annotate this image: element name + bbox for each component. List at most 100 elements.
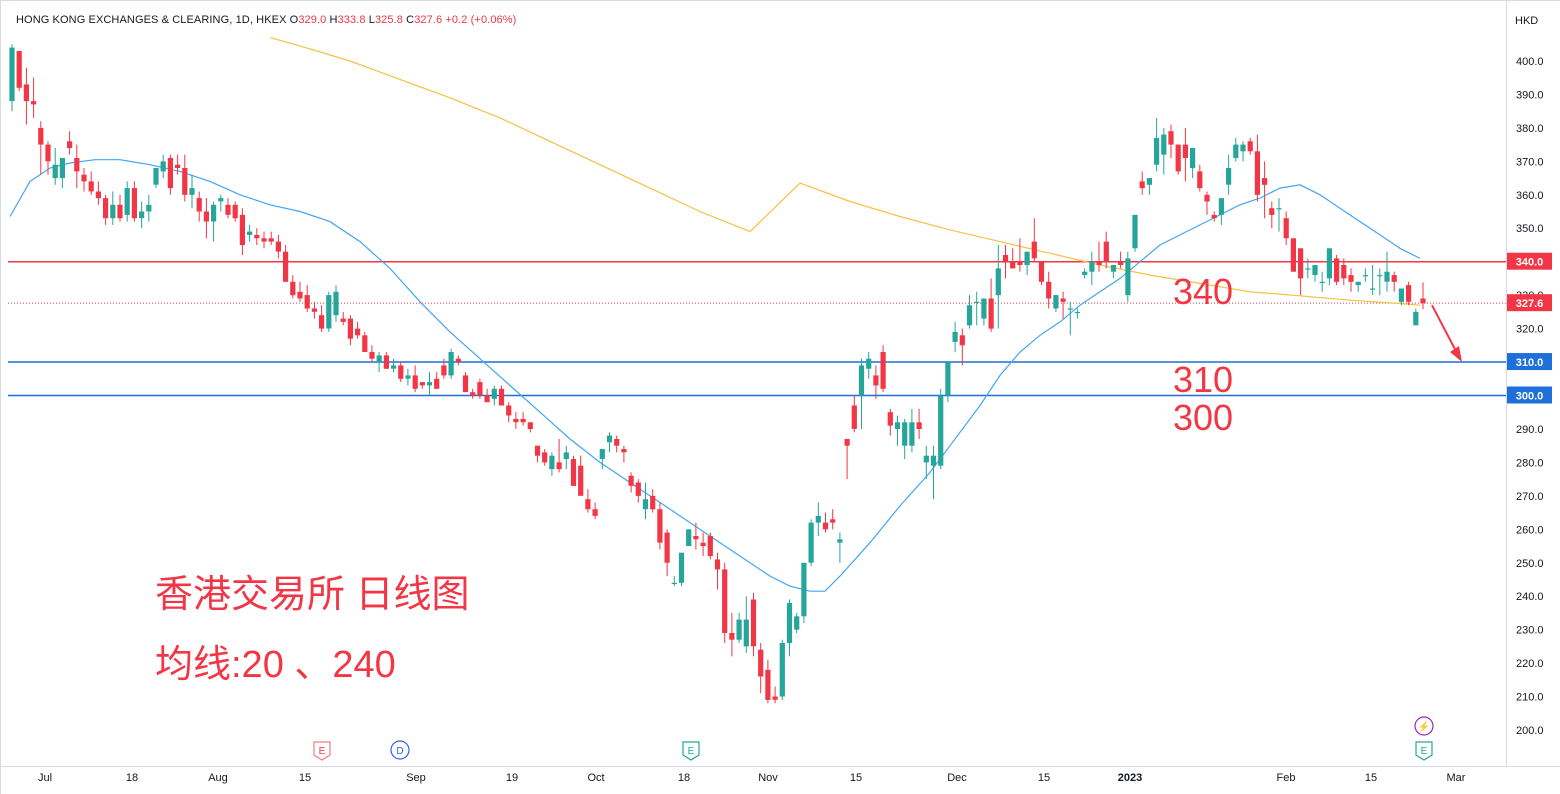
time-tick-label: Sep xyxy=(406,772,426,784)
candle-body xyxy=(916,422,922,429)
time-tick-label: Jul xyxy=(38,772,52,784)
candle-body xyxy=(462,375,469,393)
candle-body xyxy=(1103,241,1109,262)
ma20-line xyxy=(9,159,1421,592)
candle-body xyxy=(211,204,217,222)
candle-body xyxy=(1290,238,1296,272)
time-tick-label: 18 xyxy=(678,772,690,784)
candle-body xyxy=(1132,214,1138,249)
candle-body xyxy=(491,388,497,399)
symbol-title: HONG KONG EXCHANGES & CLEARING, 1D, HKEX xyxy=(16,14,287,26)
candle-body xyxy=(1398,288,1404,302)
open-value: 329.0 xyxy=(298,14,327,26)
last-price-text: 327.6 xyxy=(1516,298,1544,310)
candle-body xyxy=(923,455,929,463)
candle-body xyxy=(1046,281,1052,299)
open-label: O xyxy=(289,14,299,26)
currency-label: HKD xyxy=(1515,15,1539,27)
candle-body xyxy=(1319,281,1325,283)
level-axis-text-300: 300.0 xyxy=(1516,391,1544,403)
candle-body xyxy=(1074,311,1081,314)
candle-body xyxy=(1218,198,1224,215)
candle-body xyxy=(1370,288,1376,290)
candle-body xyxy=(376,355,382,363)
trend-arrow-group xyxy=(1431,304,1462,363)
candle-body xyxy=(837,539,843,543)
candle-body xyxy=(38,127,44,145)
candle-body xyxy=(16,51,22,88)
price-axis: 200.0 210.0 220.0 230.0 240.0 250.0 260.0 270.0… xyxy=(1507,56,1552,737)
earnings-marker xyxy=(1415,741,1433,761)
candle-body xyxy=(1233,144,1239,158)
candle-body xyxy=(1348,275,1354,282)
event-markers: E D E ⚡ E xyxy=(313,716,1434,761)
candle-body xyxy=(1060,298,1066,302)
price-tick-label: 210.0 xyxy=(1516,692,1544,704)
candle-body xyxy=(275,241,281,252)
candle-body xyxy=(1226,168,1232,185)
candle-body xyxy=(167,158,173,189)
candle-body xyxy=(1298,248,1304,279)
candle-body xyxy=(1362,275,1368,277)
candle-body xyxy=(95,191,101,199)
candle-body xyxy=(873,375,879,386)
time-tick-label: 19 xyxy=(506,772,518,784)
candle-body xyxy=(441,365,447,376)
candle-body xyxy=(81,174,87,182)
candle-body xyxy=(657,509,663,543)
candle-body xyxy=(974,301,980,303)
split-marker-icon: ⚡ xyxy=(1418,720,1430,733)
time-tick-label: Nov xyxy=(758,772,778,784)
candle-body xyxy=(664,532,670,563)
candle-body xyxy=(959,335,965,346)
trend-arrow-shaft xyxy=(1431,304,1458,354)
candle-body xyxy=(614,439,620,446)
earnings-marker xyxy=(313,741,331,761)
candle-body xyxy=(1017,261,1023,265)
candle-body xyxy=(52,164,58,179)
candle-body xyxy=(894,422,901,429)
candle-body xyxy=(642,499,649,510)
time-tick-label: Dec xyxy=(947,772,967,784)
candle-body xyxy=(1312,265,1318,275)
candle-body xyxy=(758,649,764,677)
candle-body xyxy=(736,619,742,640)
price-axis-divider xyxy=(1506,0,1507,766)
candle-body xyxy=(261,238,267,242)
dividend-marker xyxy=(390,740,410,760)
price-tick-label: 350.0 xyxy=(1516,223,1544,235)
candle-body xyxy=(650,495,656,510)
symbol-legend[interactable]: HONG KONG EXCHANGES & CLEARING, 1D, HKEX… xyxy=(16,14,516,26)
candle-body xyxy=(678,552,685,583)
low-value: 325.8 xyxy=(374,14,403,26)
level-axis-text-310: 310.0 xyxy=(1516,357,1544,369)
candle-body xyxy=(1341,265,1347,279)
price-tick-label: 360.0 xyxy=(1516,190,1544,202)
candle-body xyxy=(347,318,353,339)
level-annotation-340: 340 xyxy=(1173,271,1233,312)
candle-body xyxy=(786,602,793,643)
level-annotation-310: 310 xyxy=(1173,359,1233,400)
candle-body xyxy=(117,204,123,219)
candle-body xyxy=(31,101,37,105)
candle-body xyxy=(1269,208,1275,215)
candle-body xyxy=(1082,271,1088,275)
level-annotation-300: 300 xyxy=(1173,397,1233,438)
candle-body xyxy=(995,268,1001,296)
candle-body xyxy=(1384,271,1390,282)
candle-body xyxy=(1276,208,1282,210)
candle-body xyxy=(1031,241,1037,259)
price-tick-label: 260.0 xyxy=(1516,524,1544,536)
candle-body xyxy=(815,515,821,523)
candle-body xyxy=(902,422,908,446)
candle-body xyxy=(592,509,598,516)
candle-body xyxy=(693,536,699,540)
candle-body xyxy=(578,465,584,496)
candle-body xyxy=(1002,255,1009,262)
candle-body xyxy=(930,455,937,466)
candle-body xyxy=(290,281,296,296)
candle-body xyxy=(434,378,440,389)
candle-body xyxy=(772,696,778,700)
